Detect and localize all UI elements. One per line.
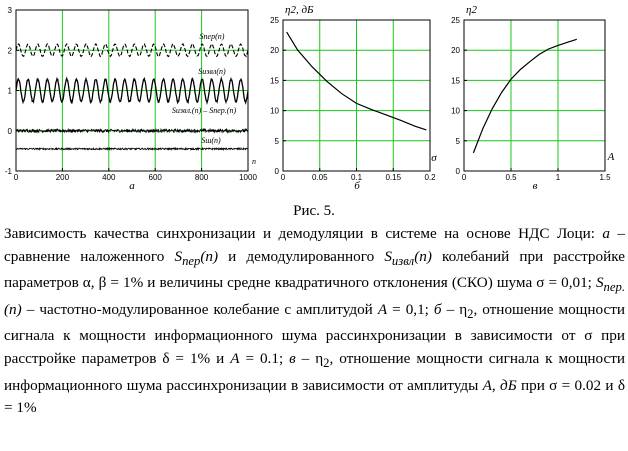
x-tick-label: 0 [281,173,286,182]
figure-caption-title: Рис. 5. [293,203,335,219]
series-line-3 [15,127,249,134]
y-tick-label: 10 [270,107,279,116]
x-tick-label: 0.5 [505,173,517,182]
x-tick-label: 1000 [239,173,257,182]
y-tick-label: 2 [8,46,13,55]
chart-c: 0 0.5 1 1.5 0 5 10 15 20 25 η2 Aв [451,4,615,192]
x-tick-label: 200 [56,173,70,182]
x-tick-label: 0.15 [385,173,401,182]
x-tick-label: 400 [102,173,116,182]
y-tick-label: 20 [270,46,279,55]
y-tick-label: 5 [456,137,461,146]
chart-b: 0 0.05 0.1 0.15 0.2 0 5 10 15 20 25 η2, дБ σ б [270,4,437,192]
y-tick-label: 0 [275,167,280,176]
curve-label-3: Sизвл.(n) – Sпер.(n) [172,106,237,115]
y-tick-label: 0 [8,127,13,136]
y-tick-label: 3 [8,6,13,15]
curve-label-1: Sпер(n) [200,32,225,41]
series-line-2 [15,75,249,106]
x-tick-label: 1 [556,173,561,182]
y-tick-label: 15 [270,76,279,85]
series-line-1 [15,42,249,58]
y-axis-label: η2 [466,4,477,16]
x-tick-label: 1.5 [599,173,611,182]
y-tick-label: 1 [8,87,13,96]
x-tick-label: 0.2 [424,173,436,182]
plot-frame [463,19,606,172]
x-tick-label: 0.1 [351,173,363,182]
x-tick-label: 0 [462,173,467,182]
panel-label-a: а [129,180,135,192]
y-axis-label: η2, дБ [285,4,314,16]
x-axis-label: A [607,151,615,163]
panel-label-b: б [354,180,360,192]
x-tick-label: 600 [149,173,163,182]
series-line [286,31,427,131]
y-tick-label: 20 [451,46,460,55]
chart-a: 0 200 400 600 800 1000-10123Sпер(n)Sизвл(n)Sи… [5,6,258,192]
figure-caption: Зависимость качества синхронизации и дем… [4,225,626,417]
y-tick-label: 10 [451,107,460,116]
curve-label-4: Sш(n) [201,136,221,145]
y-tick-label: 15 [451,76,460,85]
x-axis-label: σ [431,152,437,164]
y-tick-label: 25 [451,16,460,25]
x-axis-label: n [252,157,256,166]
series-line [472,38,577,154]
y-tick-label: 25 [270,16,279,25]
y-tick-label: -1 [5,167,13,176]
y-tick-label: 5 [275,137,280,146]
curve-label-2: Sизвл(n) [198,67,226,76]
figure-charts: 0 200 400 600 800 1000-10123Sпер(n)Sизвл(n)Sи… [5,4,615,192]
panel-label-c: в [533,180,538,192]
x-tick-label: 0.05 [312,173,328,182]
x-tick-label: 800 [195,173,209,182]
x-tick-label: 0 [14,173,19,182]
series-line-4 [15,146,249,152]
y-tick-label: 0 [456,167,461,176]
